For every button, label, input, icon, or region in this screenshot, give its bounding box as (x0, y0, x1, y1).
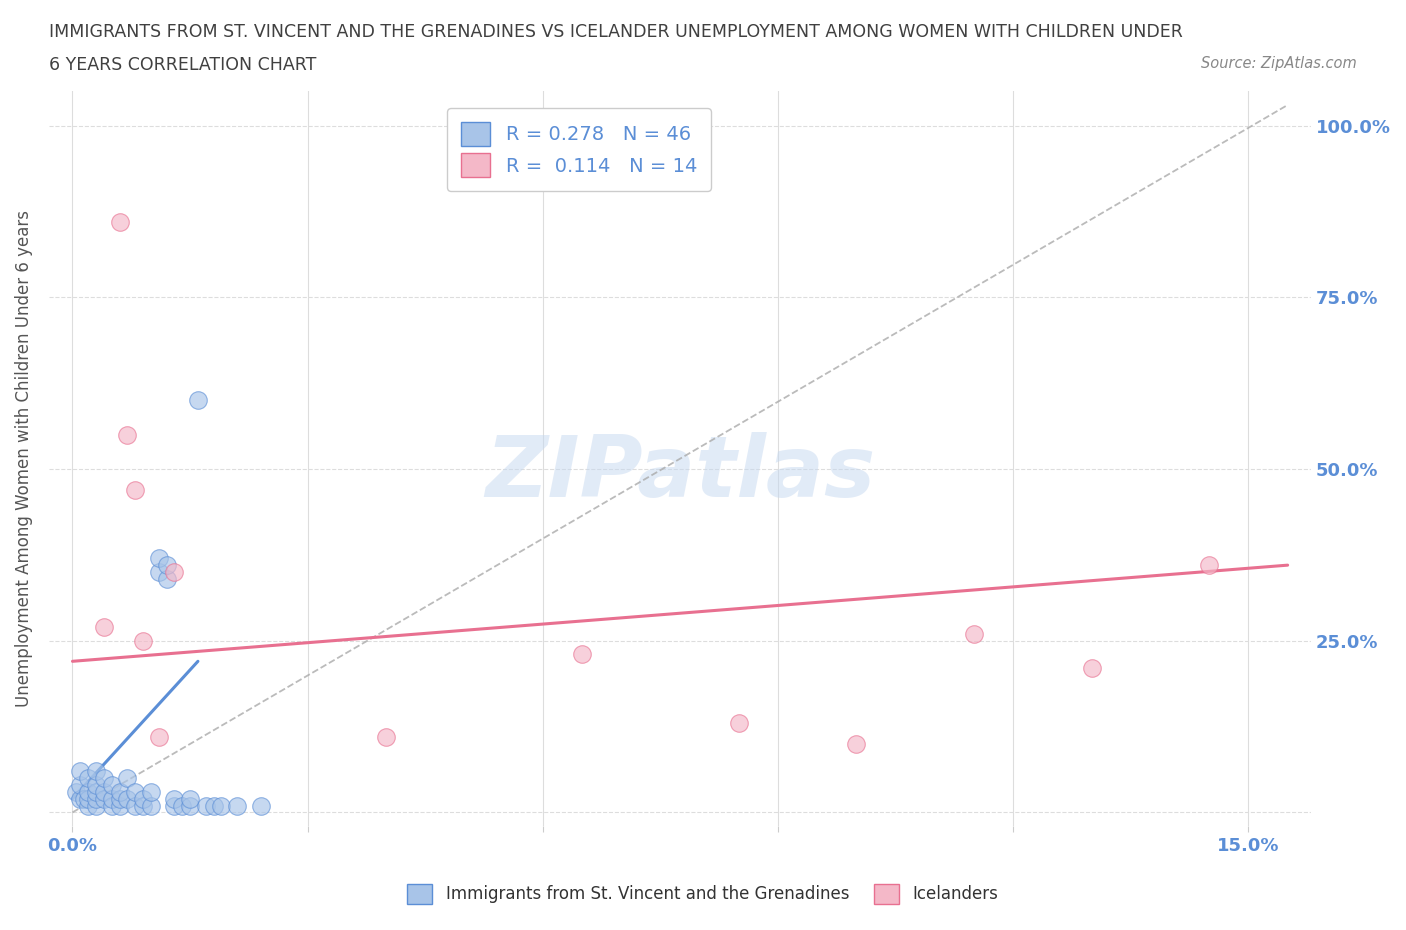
Point (187, 392, 209, 407)
Point (77, 771, 100, 786)
Point (163, 798, 186, 813)
Point (155, 558, 177, 573)
Point (73, 791, 96, 806)
Point (108, 791, 131, 806)
Point (84, 777, 107, 792)
Point (93, 784, 115, 799)
Point (117, 791, 139, 806)
Point (148, 729, 170, 744)
Point (132, 798, 155, 813)
Point (163, 791, 186, 806)
Point (117, 427, 139, 442)
Point (179, 798, 201, 813)
Point (65, 784, 87, 799)
Point (100, 798, 122, 813)
Point (163, 565, 186, 579)
Point (202, 798, 225, 813)
Point (209, 798, 232, 813)
Point (124, 798, 146, 813)
Point (124, 482, 146, 497)
Point (148, 551, 170, 565)
Point (93, 619, 115, 634)
Point (148, 565, 170, 579)
Point (100, 791, 122, 806)
Legend: R = 0.278   N = 46, R =  0.114   N = 14: R = 0.278 N = 46, R = 0.114 N = 14 (447, 108, 711, 191)
Point (963, 627, 986, 642)
Point (132, 633, 155, 648)
Point (139, 784, 162, 799)
Text: ZIPatlas: ZIPatlas (485, 432, 875, 515)
Point (100, 777, 122, 792)
Point (69, 777, 91, 792)
Point (172, 798, 194, 813)
Point (375, 729, 398, 744)
Point (117, 771, 139, 786)
Point (139, 798, 162, 813)
Text: IMMIGRANTS FROM ST. VINCENT AND THE GRENADINES VS ICELANDER UNEMPLOYMENT AMONG W: IMMIGRANTS FROM ST. VINCENT AND THE GREN… (49, 23, 1182, 41)
Point (727, 716, 749, 731)
Point (1198, 558, 1220, 573)
Point (179, 791, 201, 806)
Point (69, 764, 91, 778)
Point (77, 784, 100, 799)
Point (69, 791, 91, 806)
Point (84, 791, 107, 806)
Point (108, 214, 131, 229)
Point (93, 791, 115, 806)
Point (77, 791, 100, 806)
Point (108, 798, 131, 813)
Point (84, 764, 107, 778)
Point (124, 784, 146, 799)
Point (84, 784, 107, 799)
Point (77, 798, 100, 813)
Text: Source: ZipAtlas.com: Source: ZipAtlas.com (1201, 56, 1357, 71)
Point (155, 571, 177, 586)
Point (571, 647, 593, 662)
Point (93, 771, 115, 786)
Point (108, 784, 131, 799)
Point (845, 737, 868, 751)
Text: 6 YEARS CORRELATION CHART: 6 YEARS CORRELATION CHART (49, 56, 316, 73)
Point (249, 798, 271, 813)
Point (132, 791, 155, 806)
Point (194, 798, 217, 813)
Point (226, 798, 249, 813)
Legend: Immigrants from St. Vincent and the Grenadines, Icelanders: Immigrants from St. Vincent and the Gren… (401, 877, 1005, 910)
Point (1080, 660, 1102, 675)
Point (84, 798, 107, 813)
Y-axis label: Unemployment Among Women with Children Under 6 years: Unemployment Among Women with Children U… (15, 210, 32, 707)
